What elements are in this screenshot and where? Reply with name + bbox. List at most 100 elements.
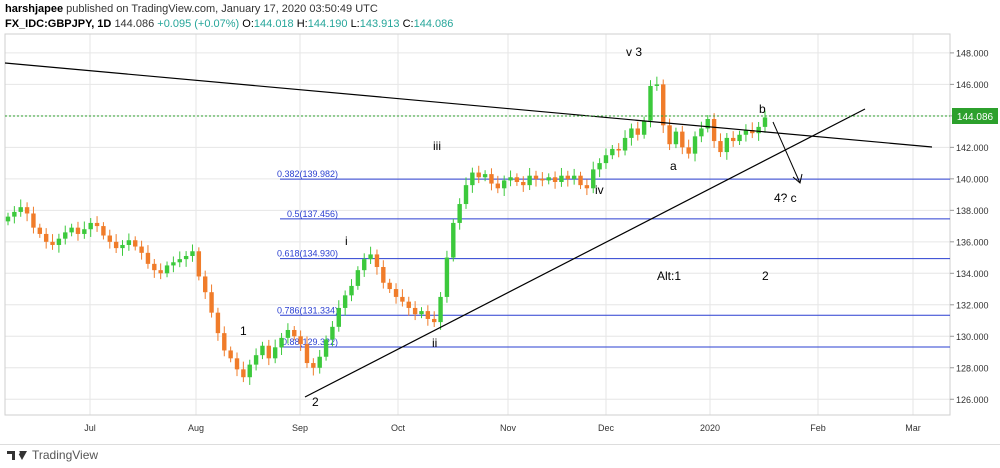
- candle-body: [368, 254, 373, 260]
- candle-body: [50, 241, 55, 245]
- candle-body: [362, 259, 367, 271]
- candle-body: [762, 117, 768, 127]
- candle-body: [667, 125, 672, 145]
- candle-body: [349, 285, 354, 296]
- fib-levels: 0.382(139.982) 0.5(137.456) 0.618(134.930)…: [277, 169, 950, 348]
- candle-body: [552, 177, 558, 182]
- y-tick-label: 132.000: [956, 300, 989, 310]
- candle-body: [603, 155, 609, 164]
- candle-body: [622, 137, 628, 151]
- candle-body: [152, 263, 157, 271]
- low-label: L:: [350, 18, 360, 30]
- candle-body: [591, 169, 596, 189]
- candle-body: [705, 119, 710, 129]
- projection-arrow-line[interactable]: [772, 121, 801, 184]
- candle-body: [107, 235, 112, 242]
- candle-body: [616, 148, 621, 151]
- chart-header: harshjapee published on TradingView.com,…: [0, 0, 1000, 34]
- candle-body: [756, 126, 761, 134]
- candle-body: [330, 326, 335, 340]
- candle-body: [75, 227, 81, 234]
- candle-body: [540, 178, 545, 181]
- tradingview-icon: [7, 450, 27, 460]
- symbol-label[interactable]: FX_IDC:GBPJPY, 1D: [5, 18, 112, 30]
- candle-body: [145, 252, 151, 264]
- candle-body: [584, 185, 590, 189]
- candle-body: [203, 276, 208, 293]
- candle-body: [432, 318, 437, 323]
- y-tick-label: 142.000: [956, 143, 989, 153]
- candle-body: [692, 136, 698, 154]
- candle-body: [610, 148, 615, 156]
- last-price-badge-text: 144.086: [957, 112, 994, 123]
- candle-body: [527, 175, 532, 186]
- candle-body: [241, 369, 246, 378]
- tradingview-logo[interactable]: TradingView: [6, 448, 98, 462]
- candle-body: [260, 345, 265, 356]
- wave-label-1: 1: [240, 324, 247, 338]
- candle-body: [247, 364, 252, 378]
- chart-grid: [5, 34, 950, 415]
- ascending-trendline[interactable]: [304, 108, 866, 398]
- descending-trendline[interactable]: [4, 62, 933, 148]
- candle-body: [463, 185, 469, 205]
- wave-label-ii: ii: [432, 336, 437, 350]
- x-tick-label: Nov: [500, 423, 517, 433]
- candle-body: [311, 363, 316, 368]
- candle-body: [737, 134, 742, 142]
- open-value: 144.018: [253, 18, 294, 30]
- open-label: O:: [242, 18, 254, 30]
- wave-label-i: i: [345, 234, 348, 248]
- candle-body: [5, 216, 11, 222]
- wave-label-alt2: 2: [762, 269, 769, 283]
- candle-body: [69, 227, 74, 233]
- candle-body: [101, 226, 106, 236]
- candle-body: [215, 312, 221, 334]
- last-price: 144.086: [114, 18, 155, 30]
- y-tick-label: 146.000: [956, 80, 989, 90]
- author-name[interactable]: harshjapee: [5, 3, 64, 15]
- wave-label-iv: iv: [595, 183, 604, 197]
- x-tick-label: Feb: [810, 423, 826, 433]
- candle-body: [381, 267, 386, 283]
- candle-body: [183, 255, 189, 260]
- candle-body: [730, 137, 736, 142]
- candle-body: [279, 337, 284, 348]
- x-tick-label: Aug: [188, 423, 204, 433]
- candle-body: [521, 181, 526, 186]
- candle-body: [393, 289, 399, 297]
- price-axis[interactable]: 126.000 128.000 130.000 132.000 134.000 136.0…: [950, 48, 989, 405]
- symbol-info: FX_IDC:GBPJPY, 1D 144.086 +0.095 (+0.07%…: [5, 18, 453, 30]
- candle-body: [718, 141, 723, 153]
- candle-body: [451, 222, 456, 258]
- y-tick-label: 134.000: [956, 269, 989, 279]
- y-tick-label: 136.000: [956, 237, 989, 247]
- candles: [5, 76, 768, 385]
- x-tick-label: Mar: [905, 423, 921, 433]
- candle-body: [164, 265, 170, 274]
- y-tick-label: 126.000: [956, 395, 989, 405]
- candle-body: [304, 344, 310, 364]
- candle-body: [298, 336, 303, 345]
- close-value: 144.086: [413, 18, 454, 30]
- high-label: H:: [296, 18, 308, 30]
- candle-body: [126, 240, 132, 245]
- fib-label: 0.786(131.334): [277, 305, 338, 315]
- candle-body: [222, 333, 227, 351]
- candle-body: [177, 259, 182, 263]
- candle-body: [635, 128, 640, 135]
- close-label: C:: [402, 18, 414, 30]
- time-axis[interactable]: Jul Aug Sep Oct Nov Dec 2020 Feb Mar: [84, 423, 921, 433]
- candle-body: [317, 356, 322, 368]
- wave-label-alt1: Alt:1: [657, 269, 681, 283]
- trendlines[interactable]: [4, 62, 933, 398]
- wave-label-4c: 4? c: [774, 191, 797, 205]
- candle-body: [272, 347, 278, 359]
- candle-body: [171, 262, 176, 266]
- candle-body: [412, 307, 418, 315]
- candle-body: [559, 175, 564, 182]
- candle-body: [699, 128, 704, 137]
- candle-body: [158, 270, 163, 274]
- footer-bar: [0, 444, 1000, 468]
